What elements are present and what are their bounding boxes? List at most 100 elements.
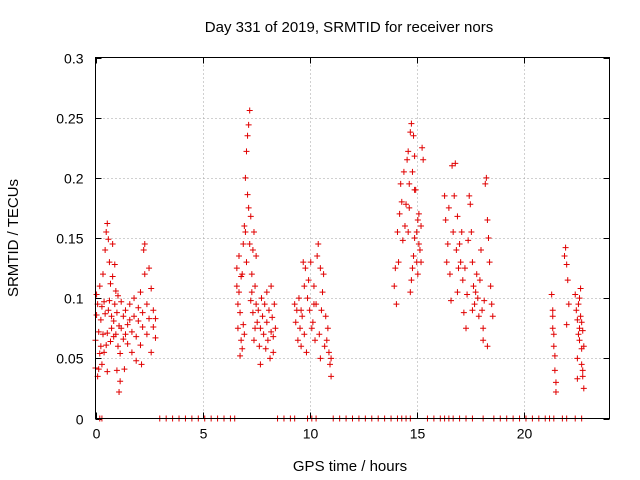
data-point [263, 289, 270, 296]
data-point [312, 337, 319, 344]
data-point [308, 325, 315, 332]
data-point [234, 325, 241, 332]
data-point [101, 349, 108, 356]
data-point [253, 253, 260, 260]
data-point [473, 271, 480, 278]
data-point [314, 253, 321, 260]
y-tick-label: 0.1 [64, 291, 84, 307]
data-point [97, 343, 104, 350]
data-point [117, 350, 124, 357]
data-point [107, 280, 114, 287]
y-tick-label: 0.15 [56, 231, 83, 247]
data-point [489, 313, 496, 320]
data-point [114, 292, 121, 299]
data-point [448, 297, 455, 304]
data-point [101, 298, 108, 305]
data-point [96, 283, 103, 290]
data-point [104, 330, 111, 337]
data-point [577, 285, 584, 292]
data-point [118, 298, 125, 305]
data-point [445, 204, 452, 211]
data-point [563, 321, 570, 328]
data-point [98, 361, 105, 368]
data-point [102, 247, 109, 254]
data-point [310, 283, 317, 290]
data-point [407, 129, 414, 136]
data-point [105, 307, 112, 314]
data-point [254, 319, 261, 326]
data-point [405, 228, 412, 235]
data-point [394, 228, 401, 235]
data-point [444, 241, 451, 248]
data-point [548, 291, 555, 298]
data-point [398, 198, 405, 205]
data-point [242, 174, 249, 181]
data-point [108, 325, 115, 332]
data-point [469, 259, 476, 266]
data-point [552, 389, 559, 396]
data-point [95, 328, 102, 335]
data-point [328, 373, 335, 380]
data-point [131, 295, 138, 302]
data-point [257, 325, 264, 332]
data-point [152, 334, 159, 341]
data-point [564, 277, 571, 284]
data-point [574, 375, 581, 382]
data-point [111, 301, 118, 308]
data-point [575, 331, 582, 338]
data-point [241, 222, 248, 229]
data-point [551, 352, 558, 359]
data-point [411, 153, 418, 160]
data-point [419, 144, 426, 151]
data-point [475, 313, 482, 320]
data-point [319, 289, 326, 296]
data-point [122, 331, 129, 338]
y-tick-label: 0.25 [56, 111, 83, 127]
data-point [452, 160, 459, 167]
data-point [488, 301, 495, 308]
data-point [392, 265, 399, 272]
data-point [460, 309, 467, 316]
data-point [458, 228, 465, 235]
data-point [242, 228, 249, 235]
data-point [244, 191, 251, 198]
data-point [235, 253, 242, 260]
data-point [456, 241, 463, 248]
data-point [298, 343, 305, 350]
data-point [108, 313, 115, 320]
data-point [245, 121, 252, 128]
data-point [126, 301, 133, 308]
data-point [323, 337, 330, 344]
data-point [463, 325, 470, 332]
data-point [407, 289, 414, 296]
data-point [572, 291, 579, 298]
data-point [93, 312, 100, 319]
data-point [561, 253, 568, 260]
data-point [260, 331, 267, 338]
data-point [301, 331, 308, 338]
data-point [457, 259, 464, 266]
data-point [413, 259, 420, 266]
data-point [268, 283, 275, 290]
data-point [107, 338, 114, 345]
data-point [298, 307, 305, 314]
data-point [304, 295, 311, 302]
data-point [395, 259, 402, 266]
data-point [140, 247, 147, 254]
data-point [449, 162, 456, 169]
data-point [325, 349, 332, 356]
data-point [410, 253, 417, 260]
data-point [141, 241, 148, 248]
data-point [117, 378, 124, 385]
data-point [267, 355, 274, 362]
data-point [97, 316, 104, 323]
x-axis-ticks: 0 5 10 15 20 [93, 57, 532, 442]
data-point [408, 277, 415, 284]
data-point [237, 309, 244, 316]
data-point [240, 321, 247, 328]
data-points [92, 107, 587, 422]
data-point [269, 314, 276, 321]
data-point [400, 168, 407, 175]
data-point [128, 349, 135, 356]
